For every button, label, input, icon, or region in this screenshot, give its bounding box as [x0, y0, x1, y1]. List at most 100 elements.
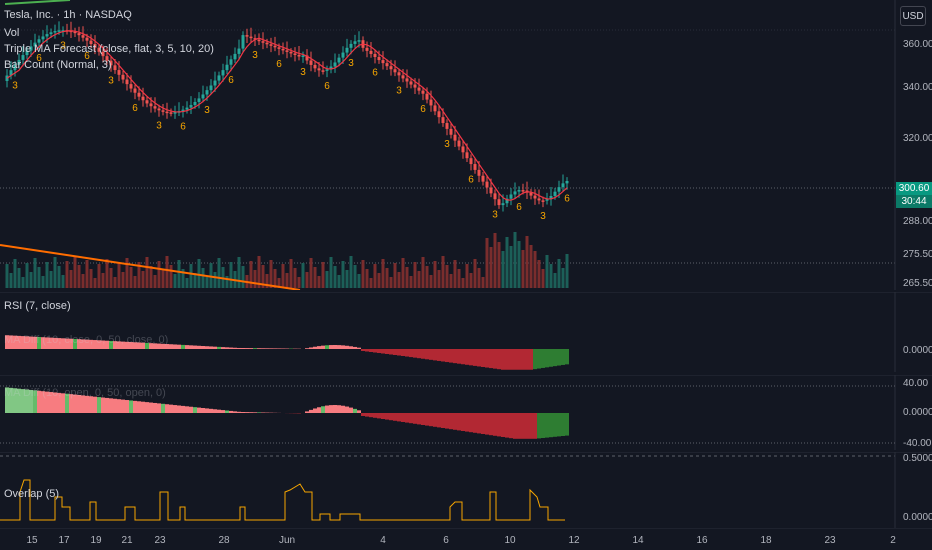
histogram-bar: [73, 338, 77, 349]
histogram-bar: [69, 394, 73, 413]
candle-body: [369, 50, 373, 54]
time-label: 10: [504, 535, 516, 546]
histogram-bar: [429, 413, 433, 427]
volume-bar: [517, 241, 521, 288]
histogram-bar: [241, 348, 245, 349]
volume-bar: [445, 265, 449, 288]
currency-button[interactable]: USD: [900, 6, 926, 26]
volume-bar: [277, 278, 281, 288]
histogram-bar: [521, 349, 525, 370]
histogram-bar: [217, 409, 221, 413]
bar-count-indicator-label[interactable]: Bar Count (Normal, 3): [4, 59, 112, 71]
candle-body: [489, 187, 493, 194]
ma-diff-open-label[interactable]: MA Diff (10, open, 0, 50, open, 0): [4, 387, 166, 399]
histogram-bar: [173, 344, 177, 349]
histogram-bar: [49, 392, 53, 413]
volume-bar: [313, 267, 317, 288]
histogram-bar: [505, 349, 509, 370]
candle-body: [461, 146, 465, 153]
histogram-bar: [165, 404, 169, 413]
candle-body: [53, 31, 57, 33]
histogram-bar: [101, 397, 105, 413]
candle-body: [193, 101, 197, 106]
ma-diff-open-chart[interactable]: 40.00 0.0000 -40.00: [0, 375, 932, 450]
symbol-title[interactable]: Tesla, Inc. · 1h · NASDAQ: [4, 9, 132, 21]
volume-bar: [385, 268, 389, 288]
histogram-bar: [129, 342, 133, 349]
histogram-bar: [173, 405, 177, 413]
rsi-chart[interactable]: 0.0000: [0, 292, 932, 372]
histogram-bar: [373, 413, 377, 418]
bar-count-label: 3: [12, 81, 18, 92]
overlap-chart[interactable]: 0.5000 0.0000: [0, 452, 932, 528]
histogram-bar: [497, 413, 501, 437]
histogram-bar: [397, 349, 401, 356]
histogram-bar: [169, 404, 173, 413]
candle-body: [253, 38, 257, 40]
candle-body: [505, 198, 509, 204]
overlap-pane[interactable]: 0.5000 0.0000 Overlap (5): [0, 452, 932, 528]
volume-indicator-label[interactable]: Vol: [4, 27, 20, 39]
histogram-bar: [389, 413, 393, 421]
histogram-bar: [129, 400, 133, 413]
histogram-bar: [185, 345, 189, 349]
volume-bar: [549, 264, 553, 288]
histogram-bar: [201, 346, 205, 349]
volume-bar: [337, 275, 341, 288]
candle-body: [457, 140, 461, 147]
histogram-bar: [309, 409, 313, 413]
volume-bar: [21, 277, 25, 288]
histogram-bar: [509, 413, 513, 439]
histogram-bar: [57, 392, 61, 413]
volume-bar: [485, 238, 489, 288]
candle-body: [257, 39, 261, 42]
candle-body: [89, 40, 93, 45]
candle-body: [449, 128, 453, 135]
histogram-bar: [509, 349, 513, 370]
price-chart[interactable]: 360.00 340.00 320.00 288.00 275.50 265.50 3 6 3 6…: [0, 0, 932, 290]
histogram-bar: [437, 413, 441, 428]
histogram-bar: [397, 413, 401, 422]
histogram-bar: [89, 396, 93, 413]
histogram-bar: [125, 400, 129, 413]
histogram-bar: [365, 349, 369, 352]
candle-body: [209, 85, 213, 91]
histogram-bar: [481, 349, 485, 367]
histogram-bar: [113, 341, 117, 349]
histogram-bar: [385, 349, 389, 354]
volume-bar: [237, 257, 241, 288]
volume-bar: [461, 278, 465, 288]
ma-diff-open-pane[interactable]: 40.00 0.0000 -40.00 MA Diff (10, open, 0, …: [0, 375, 932, 450]
volume-bar: [537, 260, 541, 288]
histogram-bar: [413, 413, 417, 424]
diff-axis-label: -40.00: [903, 438, 932, 449]
triple-ma-indicator-label[interactable]: Triple MA Forecast (close, flat, 3, 5, 1…: [4, 43, 214, 55]
volume-bar: [309, 258, 313, 288]
candle-body: [393, 69, 397, 73]
histogram-bar: [53, 337, 57, 349]
candle-body: [201, 94, 205, 99]
price-pane[interactable]: 360.00 340.00 320.00 288.00 275.50 265.50 3 6 3 6…: [0, 0, 932, 290]
rsi-pane[interactable]: 0.0000 RSI (7, close) MA Diff (10, close…: [0, 292, 932, 372]
candle-body: [77, 33, 81, 36]
histogram-bar: [85, 395, 89, 413]
histogram-bar: [177, 344, 181, 349]
bar-count-label: 3: [204, 105, 210, 116]
rsi-title[interactable]: RSI (7, close): [4, 300, 71, 312]
histogram-bar: [433, 349, 437, 361]
time-axis[interactable]: 15 17 19 21 23 28 Jun 4 6 10 12 14 16 18 23 2: [0, 528, 932, 550]
histogram-bar: [245, 348, 249, 349]
candle-body: [117, 70, 121, 75]
diff-axis-label: 40.00: [903, 378, 928, 389]
candle-body: [281, 48, 285, 51]
bar-count-label: 6: [36, 53, 42, 64]
volume-bar: [413, 262, 417, 288]
ma-diff-close-label[interactable]: MA Diff (10, close, 0, 50, close, 0): [4, 334, 169, 346]
candle-body: [473, 164, 477, 170]
histogram-bar: [37, 336, 41, 349]
histogram-bar: [473, 413, 477, 433]
histogram-bar: [137, 401, 141, 413]
volume-bar: [401, 258, 405, 288]
overlap-title[interactable]: Overlap (5): [4, 488, 60, 500]
histogram-bar: [249, 412, 253, 413]
